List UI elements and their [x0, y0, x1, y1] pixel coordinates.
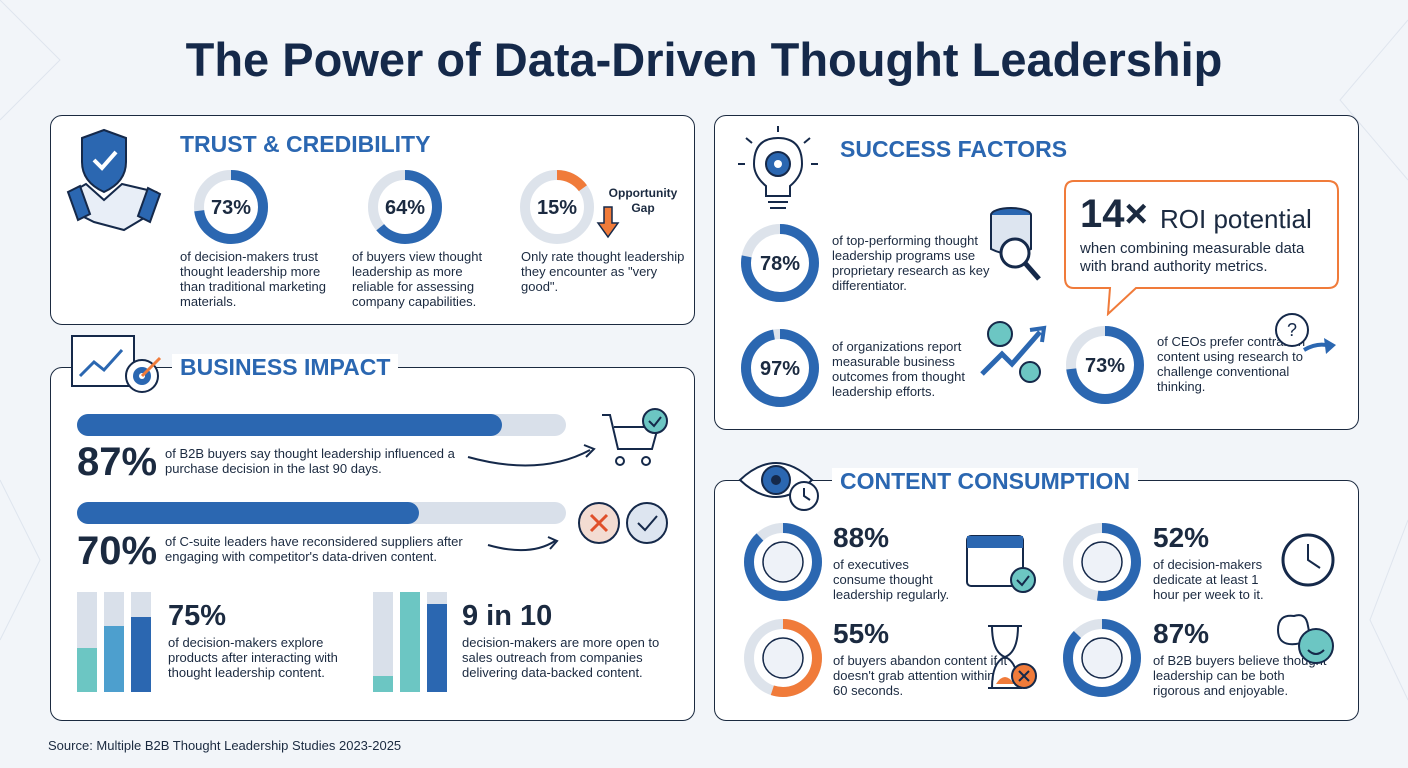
eye-clock-icon: [738, 462, 819, 511]
growth-icon: [980, 321, 1047, 383]
donut-arc: [368, 170, 442, 244]
donut-label: 78%: [760, 253, 800, 275]
donut-arc: [194, 170, 268, 244]
stat-text: of C-suite leaders have reconsidered sup…: [165, 534, 463, 564]
donut: 78%: [741, 224, 819, 302]
hourglass-icon: [988, 625, 1037, 689]
donut: 64%: [368, 170, 442, 244]
donut: 73%: [1066, 326, 1144, 404]
donut-arc: [741, 224, 819, 302]
stat-figure: 52%: [1153, 522, 1210, 553]
roi-text: when combining measurable data with bran…: [1080, 240, 1305, 275]
donut-arc: [741, 329, 819, 407]
roi-callout-box: [1064, 180, 1339, 316]
bar-illustration: [77, 592, 151, 692]
brain-smile-icon: [1276, 614, 1334, 664]
bar-track: [77, 414, 566, 436]
donut: [1063, 619, 1141, 697]
lightbulb-gear-icon: [738, 126, 818, 209]
donut-arc: [744, 523, 822, 601]
stat-text: of top-performing thought leadership pro…: [832, 233, 990, 293]
stat-text: of CEOs prefer contrarian content using …: [1157, 334, 1306, 394]
stat-figure: 87%: [1153, 618, 1210, 649]
section-heading: CONTENT CONSUMPTION: [832, 468, 1139, 495]
donut-icon: [762, 541, 804, 583]
stat-text: Only rate thought leadership they encoun…: [521, 249, 685, 294]
stat-figure: 9 in 10: [462, 600, 553, 632]
section-heading: SUCCESS FACTORS: [840, 136, 1068, 162]
stat-text: of executives consume thought leadership…: [833, 557, 950, 602]
donut-icon: [762, 637, 804, 679]
calendar-icon: [966, 535, 1036, 593]
clock-icon: [1281, 533, 1335, 587]
presentation-target-icon: [71, 335, 162, 393]
donut: 73%: [194, 170, 268, 244]
shield-handshake-icon: [66, 128, 162, 232]
bar: [77, 414, 503, 436]
impact-icons: [467, 408, 668, 552]
stat-figure: 75%: [168, 600, 227, 632]
donut-label: 15%: [537, 197, 577, 219]
stat-text: of B2B buyers say thought leadership inf…: [165, 446, 455, 476]
stat-text: of buyers abandon content if it doesn't …: [833, 653, 1008, 698]
donut: 97%: [741, 329, 819, 407]
bar-track: [77, 502, 566, 524]
donut-label: 97%: [760, 358, 800, 380]
question-icon: ?: [1275, 313, 1336, 354]
database-search-icon: [990, 207, 1041, 281]
section-heading: TRUST & CREDIBILITY: [180, 131, 431, 157]
bar-illustration: [373, 592, 447, 692]
donut-label: 73%: [211, 197, 251, 219]
stat-text: of B2B buyers believe thought leadership…: [1153, 653, 1327, 698]
stat-text: of buyers view thought leadership as mor…: [352, 249, 483, 309]
donut-icon: [1081, 541, 1123, 583]
stat-text: of decision-makers trust thought leaders…: [180, 249, 326, 309]
bar-label: 87%: [77, 440, 158, 484]
stat-text: of decision-makers explore products afte…: [168, 635, 338, 680]
bar-label: 70%: [77, 529, 158, 573]
donut-icon: [1081, 637, 1123, 679]
donut-label: 73%: [1085, 355, 1125, 377]
roi-headline: ROI potential: [1160, 204, 1312, 234]
stat-text: of organizations report measurable busin…: [832, 339, 965, 399]
donut-arc: [520, 170, 594, 244]
bar: [77, 502, 420, 524]
section-heading: BUSINESS IMPACT: [172, 354, 399, 381]
content-consumption-panel: [714, 480, 1359, 721]
callout-label: Opportunity Gap: [608, 186, 678, 215]
roi-figure: 14×: [1080, 192, 1148, 236]
stat-text: of decision-makers dedicate at least 1 h…: [1153, 557, 1264, 602]
donut-arc: [744, 619, 822, 697]
donut: 15%: [520, 170, 594, 244]
donut-arc: [1063, 619, 1141, 697]
stat-figure: 88%: [833, 522, 890, 553]
stat-text: decision-makers are more open to sales o…: [462, 635, 660, 680]
donut: [744, 619, 822, 697]
donut-label: 64%: [385, 197, 425, 219]
donut: [1063, 523, 1141, 601]
donut-arc: [1063, 523, 1141, 601]
down-arrow-icon: [596, 206, 620, 239]
source-note: Source: Multiple B2B Thought Leadership …: [48, 738, 402, 753]
stat-figure: 55%: [833, 618, 890, 649]
donut: [744, 523, 822, 601]
svg-text:?: ?: [1287, 320, 1297, 340]
donut-arc: [1066, 326, 1144, 404]
page-title: The Power of Data-Driven Thought Leaders…: [185, 33, 1223, 86]
